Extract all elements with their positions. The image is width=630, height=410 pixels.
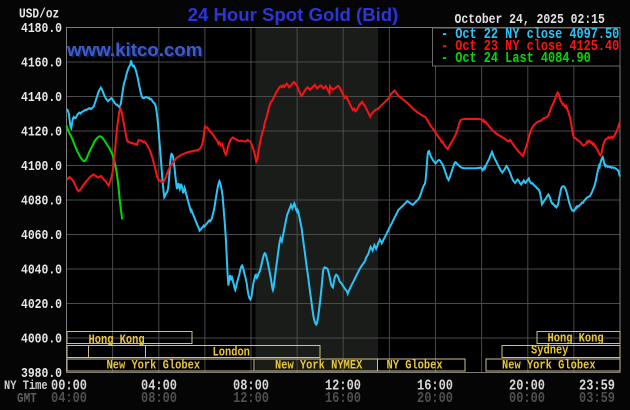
svg-text:00:00: 00:00	[509, 391, 545, 408]
svg-text:4040.0: 4040.0	[21, 261, 62, 278]
svg-text:16:00: 16:00	[417, 378, 453, 395]
svg-text:USD/oz: USD/oz	[19, 5, 59, 22]
svg-text:16:00: 16:00	[325, 391, 361, 408]
svg-text:20:00: 20:00	[417, 391, 453, 408]
svg-text:03:59: 03:59	[579, 391, 615, 408]
svg-text:4180.0: 4180.0	[21, 20, 62, 37]
svg-text:4060.0: 4060.0	[21, 227, 62, 244]
svg-text:4140.0: 4140.0	[21, 89, 62, 106]
svg-text:12:00: 12:00	[325, 378, 361, 395]
svg-text:4120.0: 4120.0	[21, 123, 62, 140]
svg-text:www.kitco.com: www.kitco.com	[66, 39, 202, 60]
svg-text:Sydney: Sydney	[531, 342, 568, 357]
svg-text:00:00: 00:00	[51, 378, 87, 395]
svg-text:08:00: 08:00	[233, 378, 269, 395]
svg-text:NY Globex: NY Globex	[387, 357, 443, 372]
svg-text:4160.0: 4160.0	[21, 54, 62, 71]
svg-text:Hong Kong: Hong Kong	[548, 330, 604, 345]
svg-text:- Oct 22 NY close 4097.50: - Oct 22 NY close 4097.50	[441, 27, 619, 44]
svg-text:New York Globex: New York Globex	[502, 357, 596, 372]
svg-text:04:00: 04:00	[51, 391, 87, 408]
svg-text:- Oct 24 Last 4084.90: - Oct 24 Last 4084.90	[441, 51, 591, 68]
svg-text:4020.0: 4020.0	[21, 296, 62, 313]
svg-text:4100.0: 4100.0	[21, 158, 62, 175]
svg-text:08:00: 08:00	[141, 391, 177, 408]
svg-text:3980.0: 3980.0	[21, 365, 62, 382]
svg-text:- Oct 23 NY close 4125.40: - Oct 23 NY close 4125.40	[441, 39, 619, 56]
svg-text:4000.0: 4000.0	[21, 330, 62, 347]
svg-text:Hong Kong: Hong Kong	[89, 332, 145, 347]
svg-text:12:00: 12:00	[233, 391, 269, 408]
svg-text:NY Time: NY Time	[4, 378, 48, 393]
svg-text:23:59: 23:59	[579, 378, 615, 395]
svg-text:GMT: GMT	[17, 391, 37, 406]
svg-text:24 Hour Spot Gold (Bid): 24 Hour Spot Gold (Bid)	[188, 4, 399, 25]
svg-text:04:00: 04:00	[141, 378, 177, 395]
svg-text:London: London	[213, 344, 250, 359]
svg-text:20:00: 20:00	[509, 378, 545, 395]
svg-text:New York Globex: New York Globex	[107, 357, 201, 372]
svg-text:4080.0: 4080.0	[21, 192, 62, 209]
svg-text:New York NYMEX: New York NYMEX	[275, 357, 363, 372]
svg-text:October 24, 2025 02:15: October 24, 2025 02:15	[455, 11, 606, 28]
